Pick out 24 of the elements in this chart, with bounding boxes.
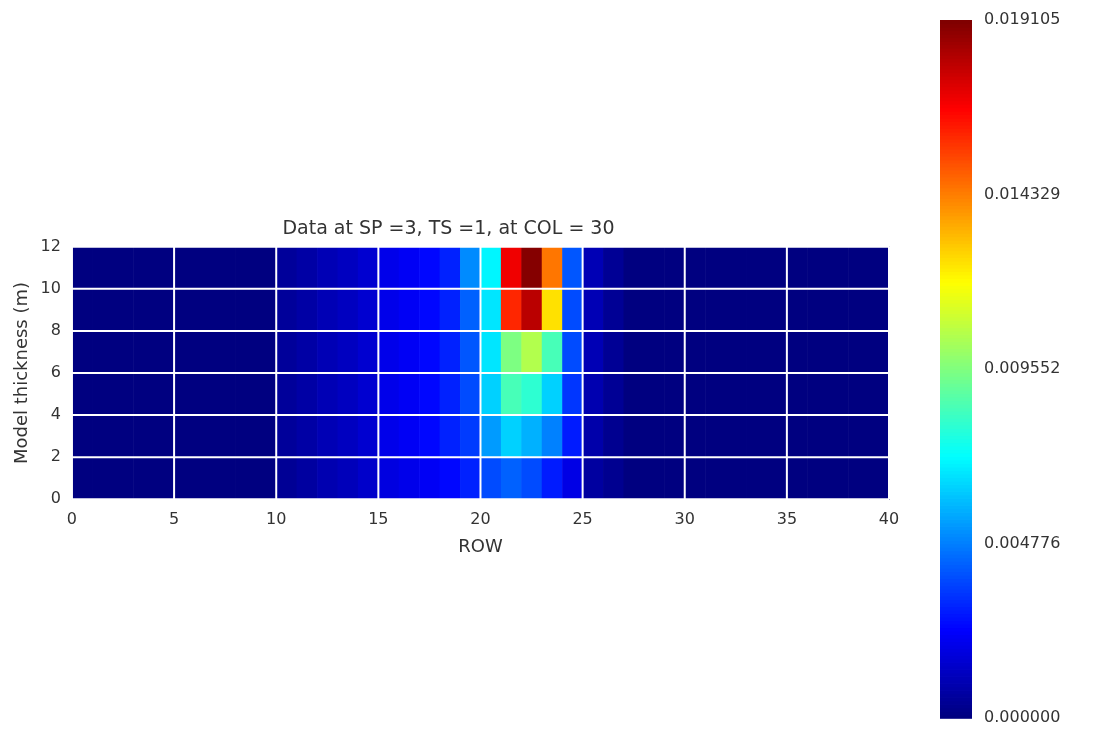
x-tick-label: 20 — [470, 508, 491, 528]
y-tick-label: 6 — [50, 362, 61, 382]
x-tick-label: 40 — [878, 508, 900, 528]
y-tick-label: 12 — [40, 235, 61, 255]
y-tick-label: 0 — [50, 488, 61, 508]
y-tick-label: 10 — [40, 278, 61, 298]
x-tick-label: 15 — [368, 508, 389, 528]
x-tick-label: 10 — [266, 508, 287, 528]
y-tick-label: 4 — [50, 404, 61, 424]
color-bar-label: 0.019105 — [984, 9, 1061, 29]
color-bar-label: 0.004776 — [984, 532, 1061, 552]
chart-title: Data at SP =3, TS =1, at COL = 30 — [282, 216, 615, 239]
y-tick-label: 8 — [50, 320, 61, 340]
y-axis-title: Model thickness (m) — [10, 281, 32, 465]
color-bar-label: 0.009552 — [984, 358, 1061, 378]
x-tick-label: 0 — [66, 508, 78, 528]
color-bar-label: 0.014329 — [984, 183, 1061, 203]
x-tick-label: 30 — [674, 508, 695, 528]
color-bar-label: 0.000000 — [984, 707, 1061, 727]
x-tick-label: 35 — [776, 508, 798, 528]
y-tick-label: 2 — [50, 446, 61, 466]
x-tick-label: 5 — [169, 508, 180, 528]
x-tick-label: 25 — [572, 508, 593, 528]
x-axis-title: ROW — [458, 534, 503, 556]
